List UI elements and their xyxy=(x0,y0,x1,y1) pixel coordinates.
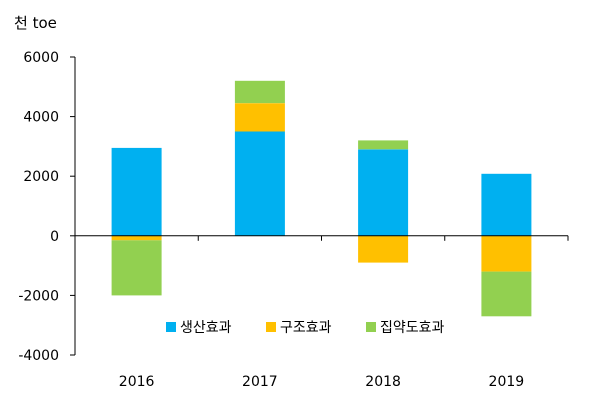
y-tick-label-4000: 4000 xyxy=(23,110,59,126)
bar-2019-생산효과 xyxy=(481,173,532,236)
x-tick-label-2016: 2016 xyxy=(119,374,155,390)
x-tick-label-2017: 2017 xyxy=(242,374,278,390)
x-tick-label-2018: 2018 xyxy=(365,374,401,390)
y-tick-label--4000: -4000 xyxy=(18,348,59,364)
legend-swatch-1 xyxy=(166,322,176,332)
y-axis-unit-label: 천 toe xyxy=(14,14,57,32)
bar-2017-집약도효과 xyxy=(234,80,285,104)
bar-2017-생산효과 xyxy=(234,131,285,236)
legend-swatch-3 xyxy=(366,322,376,332)
y-tick-label-6000: 6000 xyxy=(23,50,59,66)
bar-2019-집약도효과 xyxy=(481,271,532,317)
bar-2018-집약도효과 xyxy=(358,140,409,150)
legend-label-2: 구조효과 xyxy=(280,320,332,336)
legend: 생산효과 구조효과 집약도효과 xyxy=(166,320,445,336)
bar-2016-생산효과 xyxy=(111,147,162,236)
bar-2017-구조효과 xyxy=(234,103,285,132)
bar-2016-집약도효과 xyxy=(111,240,162,296)
y-tick-label-2000: 2000 xyxy=(23,169,59,185)
bar-2018-구조효과 xyxy=(358,235,409,263)
bar-2019-구조효과 xyxy=(481,235,532,272)
axes-group: 6000 4000 2000 0 -2000 -4000 2016 2017 2018 2019 xyxy=(18,50,569,390)
bar-2016-구조효과 xyxy=(111,235,162,241)
y-tick-label--2000: -2000 xyxy=(18,288,59,304)
bar-2018-생산효과 xyxy=(358,149,409,236)
bars-group xyxy=(111,80,532,317)
legend-swatch-2 xyxy=(266,322,276,332)
x-tick-label-2019: 2019 xyxy=(489,374,525,390)
legend-label-3: 집약도효과 xyxy=(380,320,445,336)
y-tick-label-0: 0 xyxy=(50,229,59,245)
legend-label-1: 생산효과 xyxy=(180,320,232,336)
